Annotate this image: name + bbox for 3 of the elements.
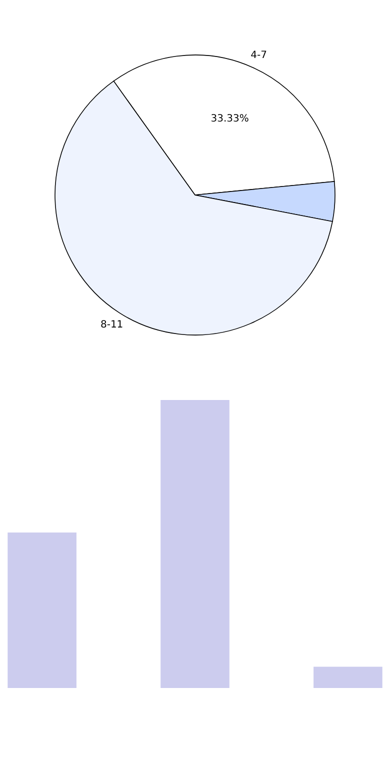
data-label: 33.33% — [210, 114, 249, 125]
slice-label: 4-7 — [250, 50, 267, 61]
slice-label: 8-11 — [100, 320, 124, 331]
